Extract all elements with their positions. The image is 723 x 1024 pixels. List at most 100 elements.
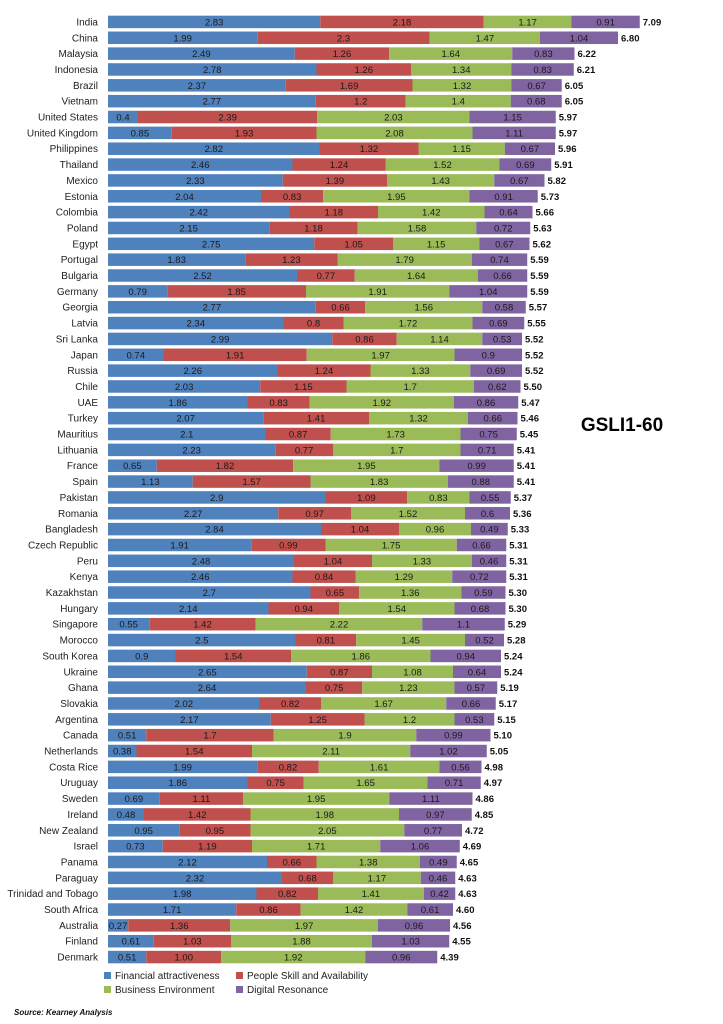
- segment-label: 1.88: [292, 937, 311, 948]
- bar-segment: [108, 15, 321, 29]
- segment-label: 1.02: [439, 747, 458, 758]
- bar-segment: [108, 871, 282, 885]
- bar-segment: [108, 507, 279, 520]
- bar-segment: [319, 142, 419, 155]
- bar-segment: [277, 364, 371, 377]
- segment-label: 1.08: [403, 667, 422, 678]
- bar-segment: [108, 190, 261, 203]
- total-label: 5.15: [497, 715, 516, 726]
- segment-label: 1.54: [224, 651, 243, 662]
- bar-segment: [452, 570, 507, 583]
- bar-segment: [108, 855, 267, 869]
- bar-segment: [430, 649, 501, 663]
- bar-segment: [108, 538, 252, 552]
- category-label: Finland: [65, 937, 98, 948]
- segment-label: 1.17: [518, 17, 537, 28]
- segment-label: 2.27: [184, 509, 203, 520]
- bar-segment: [453, 396, 519, 409]
- segment-label: 1.95: [387, 192, 406, 203]
- bar-segment: [108, 126, 172, 140]
- source-note: Source: Kearney Analysis: [14, 1008, 113, 1017]
- bar-segment: [314, 237, 393, 251]
- bar-segment: [369, 411, 468, 425]
- segment-label: 0.64: [499, 208, 518, 219]
- segment-label: 1.83: [370, 477, 389, 488]
- bar-segment: [423, 887, 456, 900]
- bar-segment: [472, 126, 556, 140]
- segment-label: 1.19: [198, 842, 217, 853]
- segment-label: 0.65: [123, 461, 142, 472]
- segment-label: 0.48: [117, 810, 136, 821]
- bar-segment: [469, 491, 511, 504]
- segment-label: 0.87: [330, 667, 349, 678]
- bar-segment: [230, 919, 378, 932]
- category-label: Paraguay: [55, 873, 98, 884]
- segment-label: 1.85: [227, 287, 246, 298]
- segment-label: 1.73: [386, 430, 405, 441]
- bar-segment: [108, 47, 295, 60]
- bar-segment: [267, 855, 317, 869]
- bar-segment: [250, 824, 405, 837]
- bar-segment: [337, 253, 472, 266]
- segment-label: 1.64: [442, 49, 461, 60]
- bar-segment: [300, 903, 408, 916]
- bar-segment: [108, 94, 316, 108]
- total-label: 5.62: [533, 239, 552, 250]
- category-label: Morocco: [60, 636, 99, 647]
- segment-label: 1.03: [401, 937, 420, 948]
- bar-segment: [252, 744, 411, 758]
- segment-label: 0.79: [128, 287, 147, 298]
- segment-label: 2.82: [205, 144, 224, 155]
- segment-label: 1.15: [503, 113, 522, 124]
- segment-label: 1.42: [188, 810, 207, 821]
- segment-label: 1.4: [452, 97, 465, 108]
- bar-segment: [332, 332, 397, 346]
- bar-segment: [316, 126, 473, 140]
- category-label: France: [67, 461, 99, 472]
- total-label: 6.05: [565, 97, 584, 108]
- category-label: Australia: [59, 921, 98, 932]
- category-label: India: [76, 17, 98, 28]
- bar-segment: [303, 776, 428, 789]
- total-label: 5.37: [514, 493, 533, 504]
- total-label: 5.97: [559, 128, 578, 139]
- bar-segment: [108, 697, 260, 710]
- bar-segment: [320, 15, 484, 29]
- segment-label: 2.26: [184, 366, 203, 377]
- bar-segment: [108, 602, 269, 615]
- total-label: 5.59: [530, 287, 549, 298]
- bar-segment: [108, 142, 320, 155]
- category-label: South Korea: [42, 651, 98, 662]
- segment-label: 0.66: [331, 303, 350, 314]
- segment-label: 0.53: [493, 334, 512, 345]
- bar-segment: [108, 903, 237, 916]
- total-label: 5.73: [541, 192, 560, 203]
- category-label: Germany: [57, 287, 98, 298]
- category-label: Portugal: [61, 255, 98, 266]
- category-label: United Kingdom: [27, 128, 98, 139]
- segment-label: 0.74: [127, 350, 146, 361]
- bar-segment: [321, 697, 447, 710]
- total-label: 5.47: [521, 398, 540, 409]
- segment-label: 1.2: [403, 715, 416, 726]
- bar-segment: [325, 491, 408, 504]
- segment-label: 1.36: [401, 588, 420, 599]
- bar-segment: [108, 396, 248, 409]
- bar-segment: [316, 855, 420, 869]
- segment-label: 0.83: [429, 493, 448, 504]
- legend-label: Digital Resonance: [247, 985, 329, 996]
- bar-segment: [108, 713, 271, 726]
- segment-label: 1.42: [345, 905, 364, 916]
- bar-segment: [482, 332, 522, 346]
- segment-label: 2.04: [175, 192, 194, 203]
- bar-segment: [479, 237, 530, 251]
- segment-label: 0.55: [481, 493, 500, 504]
- segment-label: 0.94: [295, 604, 314, 615]
- bar-segment: [294, 554, 372, 568]
- total-label: 4.86: [476, 794, 495, 805]
- bar-segment: [108, 776, 248, 789]
- bar-segment: [263, 411, 369, 425]
- bar-segment: [310, 475, 448, 488]
- bar-segment: [108, 824, 180, 837]
- segment-label: 0.8: [307, 319, 320, 330]
